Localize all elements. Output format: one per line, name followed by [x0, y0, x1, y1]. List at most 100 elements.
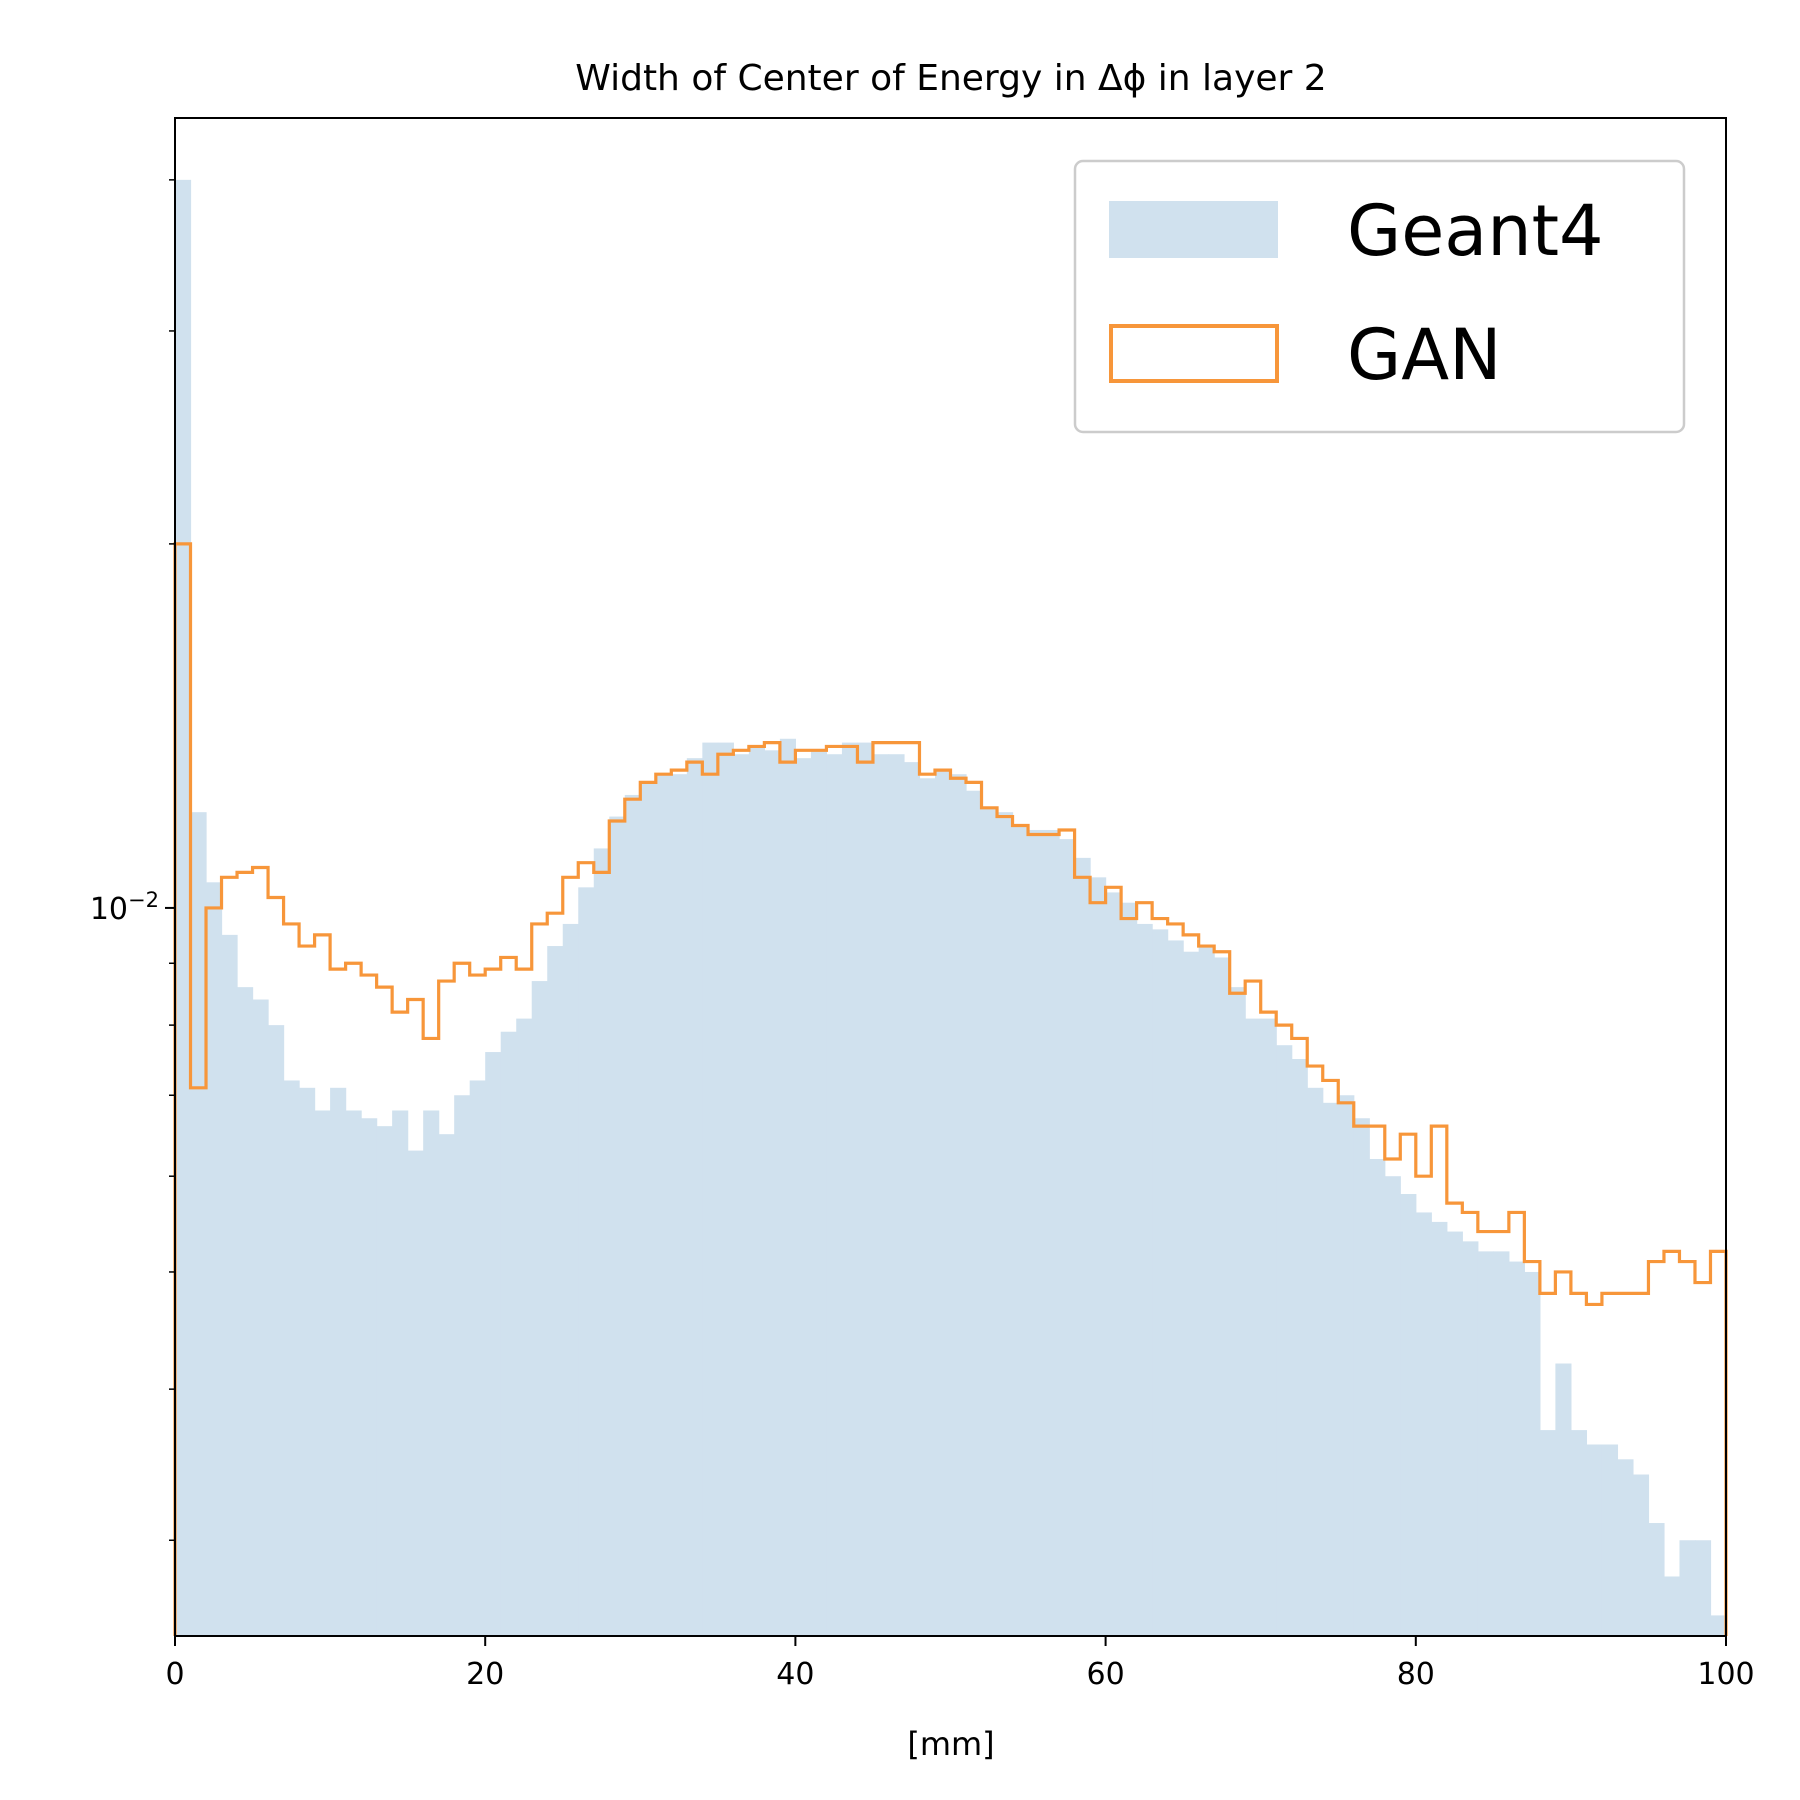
- geant4-bar: [1555, 1363, 1572, 1636]
- geant4-bar: [516, 1018, 533, 1636]
- series-gan: [173, 542, 1728, 1636]
- legend-swatch-gan: [1109, 324, 1279, 383]
- geant4-bar: [500, 1031, 517, 1636]
- geant4-bar: [748, 746, 765, 1636]
- geant4-bar: [1648, 1523, 1665, 1636]
- geant4-bar: [562, 923, 579, 1636]
- geant4-bar: [1477, 1251, 1494, 1636]
- geant4-bar: [950, 774, 967, 1636]
- geant4-bar: [903, 762, 921, 1636]
- geant4-bar: [485, 1052, 502, 1636]
- geant4-bar: [330, 1087, 347, 1636]
- geant4-bar: [671, 774, 688, 1636]
- geant4-bar: [981, 807, 998, 1636]
- geant4-bar: [795, 758, 812, 1636]
- geant4-bar: [1663, 1576, 1681, 1636]
- geant4-bar: [469, 1080, 486, 1636]
- geant4-bar: [686, 758, 703, 1636]
- legend-label-geant4: Geant4: [1347, 190, 1604, 272]
- geant4-bar: [314, 1110, 331, 1636]
- geant4-bar: [1508, 1261, 1525, 1636]
- plot-area: [173, 179, 1728, 1637]
- geant4-bar: [407, 1150, 424, 1636]
- geant4-bar: [423, 1110, 440, 1636]
- geant4-bar: [1105, 892, 1122, 1636]
- geant4-bar: [1090, 877, 1107, 1636]
- legend: Geant4 GAN: [1073, 159, 1686, 434]
- chart-title: Width of Center of Energy in Δϕ in layer…: [575, 58, 1326, 99]
- legend-label-gan: GAN: [1347, 314, 1502, 396]
- geant4-bar: [1710, 1615, 1727, 1636]
- geant4-bar: [1679, 1540, 1696, 1636]
- geant4-bar: [206, 882, 223, 1636]
- geant4-bar: [1059, 839, 1076, 1636]
- geant4-bar: [1632, 1474, 1650, 1636]
- geant4-bar: [764, 750, 781, 1636]
- geant4-bar: [779, 738, 796, 1636]
- geant4-bar: [1291, 1059, 1308, 1636]
- geant4-bar: [1415, 1212, 1432, 1636]
- x-tick-label: 40: [776, 1657, 814, 1692]
- legend-swatch-geant4: [1109, 201, 1278, 258]
- geant4-bar: [702, 742, 719, 1636]
- geant4-bar: [438, 1134, 455, 1636]
- geant4-bar: [826, 754, 843, 1636]
- geant4-bar: [1493, 1251, 1510, 1636]
- axes: 0 20 40 60 80 100 10−2: [90, 117, 1755, 1692]
- geant4-bar: [966, 790, 983, 1636]
- geant4-bar: [1307, 1087, 1324, 1636]
- geant4-bar: [190, 812, 207, 1636]
- geant4-bar: [1322, 1102, 1339, 1636]
- geant4-bar: [1384, 1176, 1401, 1636]
- geant4-bar: [888, 754, 905, 1636]
- geant4-bar: [454, 1095, 471, 1636]
- geant4-bar: [1400, 1194, 1417, 1636]
- geant4-bar: [268, 1025, 285, 1636]
- y-tick-label: 10−2: [90, 888, 159, 927]
- geant4-bar: [624, 794, 641, 1636]
- geant4-bar: [221, 934, 238, 1636]
- axes-frame: [174, 117, 1727, 1637]
- geant4-bar: [717, 742, 734, 1636]
- geant4-bar: [1694, 1540, 1712, 1636]
- geant4-bar: [1369, 1158, 1386, 1636]
- geant4-bar: [1276, 1045, 1293, 1636]
- geant4-bar: [1012, 825, 1029, 1636]
- geant4-bar: [1570, 1430, 1588, 1636]
- geant4-bar: [609, 816, 626, 1636]
- geant4-bar: [1431, 1221, 1448, 1636]
- geant4-bar: [1338, 1095, 1355, 1636]
- x-tick-label: 20: [466, 1657, 504, 1692]
- geant4-bar: [1229, 987, 1246, 1636]
- geant4-bar: [1198, 946, 1215, 1636]
- geant4-bar: [1183, 951, 1200, 1636]
- geant4-bar: [345, 1110, 362, 1636]
- geant4-bar: [872, 754, 890, 1636]
- geant4-bar: [1121, 902, 1138, 1636]
- x-tick-label: 60: [1087, 1657, 1125, 1692]
- geant4-bar: [1167, 940, 1184, 1636]
- geant4-bar: [1462, 1241, 1479, 1636]
- geant4-bar: [376, 1126, 393, 1636]
- geant4-bar: [1601, 1444, 1619, 1636]
- geant4-bar: [237, 987, 254, 1636]
- geant4-bar: [578, 887, 595, 1636]
- geant4-bar: [1539, 1430, 1556, 1636]
- geant4-bar: [1214, 957, 1231, 1636]
- geant4-bar: [1586, 1444, 1603, 1636]
- x-axis-label: [mm]: [907, 1725, 994, 1763]
- geant4-bar: [655, 774, 672, 1636]
- geant4-bar: [175, 179, 192, 1637]
- geant4-bar: [1152, 929, 1169, 1636]
- geant4-bar: [640, 782, 657, 1636]
- geant4-bar: [1524, 1271, 1541, 1636]
- geant4-bar: [919, 778, 936, 1636]
- geant4-bar: [841, 742, 859, 1636]
- geant4-bar: [1043, 829, 1060, 1636]
- geant4-bar: [1260, 1018, 1277, 1636]
- geant4-bar: [1446, 1231, 1463, 1636]
- geant4-bar: [531, 981, 548, 1636]
- x-tick-label: 0: [165, 1657, 184, 1692]
- series-geant4: [175, 179, 1727, 1637]
